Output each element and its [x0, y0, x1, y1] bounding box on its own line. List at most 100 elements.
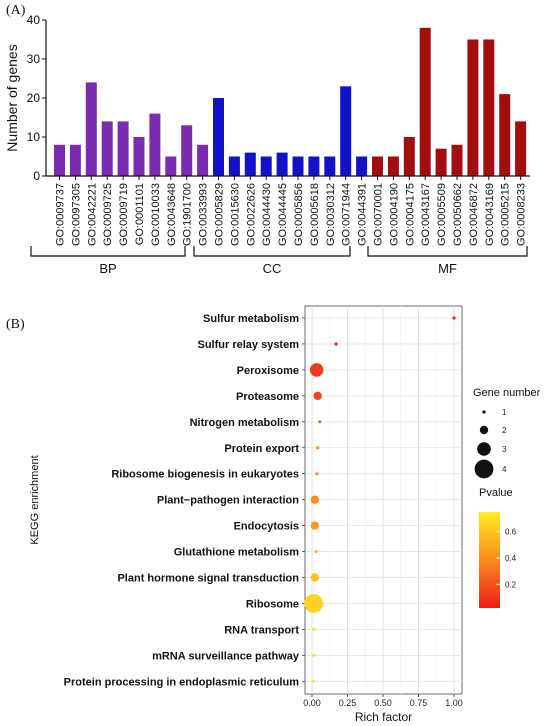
point	[304, 594, 324, 613]
y-axis-label-a: Number of genes	[4, 44, 20, 151]
color-legend-title: Pvalue	[479, 487, 513, 499]
y-tick-label: 0	[33, 169, 40, 183]
group-label: CC	[263, 261, 282, 276]
bar	[419, 27, 431, 176]
size-legend-dot	[479, 425, 489, 435]
bar	[499, 94, 511, 176]
bar	[165, 156, 177, 176]
x-tick-label: GO:0044445	[277, 183, 289, 246]
x-tick-label: GO:0044430	[261, 183, 273, 246]
x-tick-label: GO:0009719	[118, 183, 130, 246]
pathway-label: Plant−pathogen interaction	[157, 495, 299, 507]
bar	[292, 156, 304, 176]
bar	[149, 113, 161, 176]
x-tick-label: GO:0071944	[341, 183, 353, 246]
size-legend-label: 4	[502, 465, 507, 474]
x-tick-label: GO:0043169	[484, 183, 496, 246]
point	[312, 627, 316, 632]
pathway-label: Plant hormone signal transduction	[117, 573, 299, 585]
point	[334, 342, 338, 346]
size-legend-dot	[482, 410, 486, 414]
group-bracket	[367, 246, 528, 257]
pathway-label: Glutathione metabolism	[174, 547, 300, 559]
x-tick-label: GO:0042221	[86, 183, 98, 246]
point	[313, 391, 322, 401]
bar	[435, 148, 447, 176]
bar	[483, 39, 495, 176]
bar	[181, 125, 193, 176]
x-tick-label: GO:0005829	[214, 183, 226, 246]
x-tick-label: GO:0044391	[357, 183, 369, 246]
size-legend-dot	[474, 459, 494, 479]
size-legend-dot	[477, 442, 491, 456]
x-tick-label: GO:0009737	[55, 183, 67, 246]
y-tick-label: 40	[27, 13, 41, 27]
bar	[101, 121, 113, 176]
point	[310, 495, 320, 504]
color-legend-label: 0.2	[505, 580, 517, 589]
group-bracket	[193, 246, 351, 257]
pathway-label: RNA transport	[224, 624, 299, 636]
x-tick-label: GO:0033993	[198, 183, 210, 246]
bar	[85, 82, 97, 176]
pathway-label: Sulfur metabolism	[203, 313, 299, 325]
point	[315, 472, 319, 476]
point	[312, 653, 316, 657]
pathway-label: Sulfur relay system	[198, 339, 300, 351]
x-tick-label-b: 0.25	[339, 698, 357, 708]
x-tick-label: GO:0004190	[388, 183, 400, 246]
group-bracket	[30, 246, 186, 257]
x-tick-label: GO:0005215	[500, 183, 512, 246]
bar	[387, 156, 399, 176]
pathway-label: Peroxisome	[237, 365, 299, 377]
point	[310, 573, 320, 582]
x-tick-label-b: 0.50	[374, 698, 392, 708]
bar	[244, 152, 256, 176]
size-legend-label: 2	[502, 426, 507, 435]
y-tick-label: 30	[27, 52, 41, 66]
x-tick-label-b: 1.00	[445, 698, 463, 708]
pathway-label: Protein processing in endoplasmic reticu…	[64, 676, 300, 688]
bar	[260, 156, 272, 176]
x-tick-label: GO:0070001	[373, 183, 385, 246]
bar	[372, 156, 383, 176]
x-tick-label: GO:0005509	[436, 183, 448, 246]
x-tick-label: GO:0043648	[166, 183, 178, 246]
x-tick-label: GO:0005856	[293, 183, 305, 246]
bar	[340, 86, 352, 176]
x-tick-label: GO:0030312	[325, 183, 337, 246]
point	[316, 446, 320, 450]
y-tick-label: 20	[27, 91, 41, 105]
bar	[403, 137, 415, 176]
point	[318, 420, 322, 424]
bar	[228, 156, 240, 176]
x-tick-label: GO:0043167	[420, 183, 432, 246]
y-tick-label: 10	[27, 130, 41, 144]
point	[311, 679, 316, 683]
pathway-label: mRNA surveillance pathway	[152, 650, 300, 662]
bar	[308, 156, 320, 176]
bar	[213, 98, 224, 176]
x-tick-label: GO:0005618	[309, 183, 321, 246]
group-label: BP	[99, 261, 116, 276]
x-tick-label: GO:0022626	[245, 183, 257, 246]
x-tick-label: GO:0004175	[404, 183, 416, 246]
pathway-label: Ribosome	[246, 598, 299, 610]
bar	[467, 39, 479, 176]
bar	[197, 144, 209, 176]
group-label: MF	[438, 261, 457, 276]
x-axis-label-b: Rich factor	[355, 710, 412, 724]
x-tick-label: GO:0009725	[102, 183, 114, 246]
x-tick-label: GO:0001101	[134, 183, 146, 245]
bar	[54, 144, 65, 176]
x-tick-label: GO:0008233	[516, 183, 528, 246]
x-tick-label-b: 0.75	[410, 698, 428, 708]
bar	[276, 152, 288, 176]
size-legend-label: 1	[502, 408, 507, 417]
bar	[356, 156, 368, 176]
point	[309, 363, 324, 377]
y-axis-label-b: KEGG enrichment	[29, 455, 41, 544]
x-tick-label: GO:0050662	[452, 183, 464, 246]
x-tick-label: GO:0046872	[468, 183, 480, 246]
